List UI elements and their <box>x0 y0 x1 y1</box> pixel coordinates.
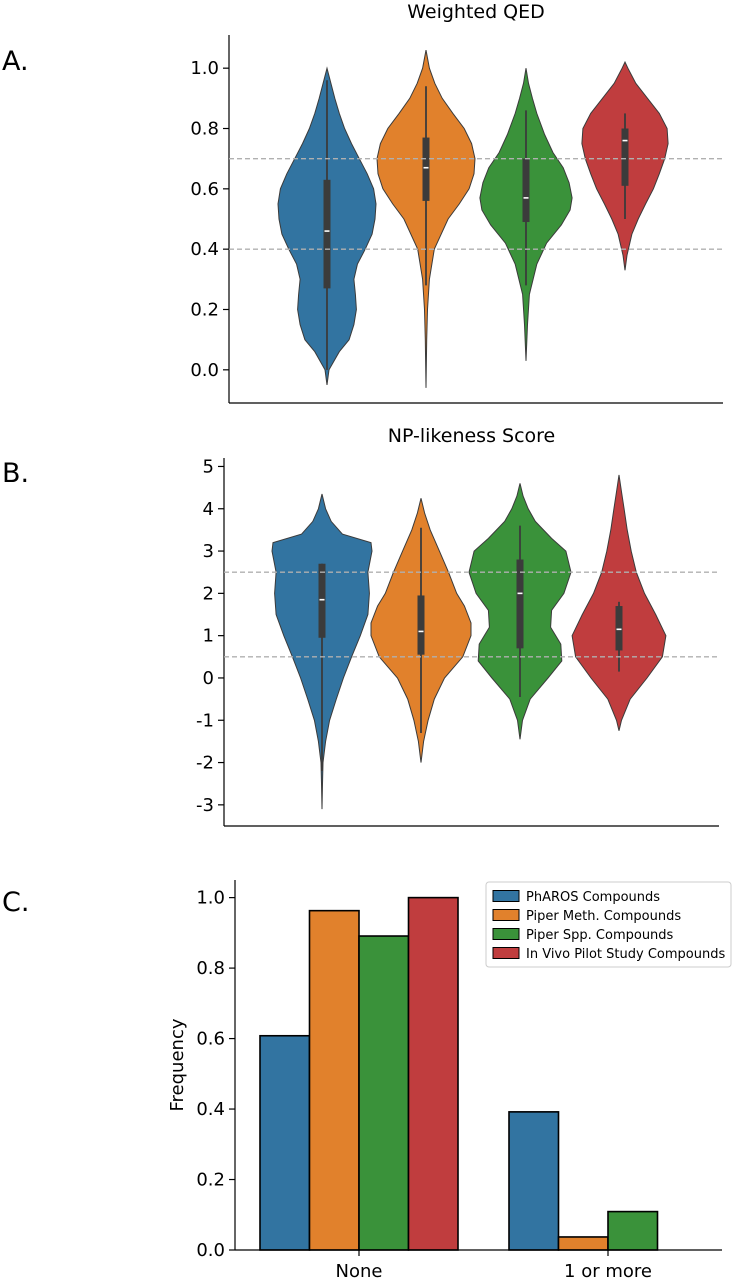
violin-box <box>621 128 629 186</box>
panel-c-bar-chart: 0.0 0.2 0.4 0.6 0.8 1.0 None 1 or more Frequency… <box>167 880 732 1280</box>
y-tick-label: 1 <box>203 626 214 647</box>
y-tick-label: 0.2 <box>190 299 219 320</box>
legend-swatch <box>492 909 520 921</box>
panel-b-violin-chart: NP-likeness Score -3 -2 -1 0 1 2 3 4 5 <box>196 425 719 827</box>
legend-entry: In Vivo Pilot Study Compounds <box>526 947 725 962</box>
y-tick-label: -3 <box>196 795 214 816</box>
violin-box <box>516 559 524 649</box>
y-tick-label: 0.0 <box>190 360 219 381</box>
bar <box>407 896 459 1251</box>
bar <box>607 1210 659 1251</box>
bar <box>308 909 360 1251</box>
legend-swatch <box>492 890 520 902</box>
bar <box>557 1236 609 1251</box>
panel-a-violin-chart: Weighted QED 0.0 0.2 0.4 0.6 0.8 1.0 <box>190 1 723 404</box>
violin-box <box>522 158 530 223</box>
panel-label-c: C. <box>2 887 30 918</box>
legend-entry: Piper Spp. Compounds <box>526 928 674 943</box>
y-tick-label: 0.2 <box>196 1170 225 1191</box>
y-tick-label: 0.4 <box>196 1099 225 1120</box>
y-tick-label: -1 <box>196 710 214 731</box>
y-axis-label: Frequency <box>167 1018 188 1111</box>
chart-title: NP-likeness Score <box>388 425 555 447</box>
bar <box>508 1111 560 1251</box>
y-tick-label: -2 <box>196 753 214 774</box>
y-tick-label: 0.6 <box>196 1029 225 1050</box>
panel-label-b: B. <box>2 458 30 489</box>
violin-box <box>318 563 326 638</box>
violin-box <box>323 179 331 289</box>
legend-swatch <box>492 947 520 959</box>
legend-entry: Piper Meth. Compounds <box>526 909 681 924</box>
y-tick-label: 5 <box>203 456 214 477</box>
panel-label-a: A. <box>2 46 29 77</box>
y-tick-label: 0.8 <box>190 119 219 140</box>
x-tick-label: 1 or more <box>564 1261 652 1280</box>
y-tick-label: 3 <box>203 541 214 562</box>
legend: PhAROS Compounds Piper Meth. Compounds Pip… <box>485 881 732 968</box>
legend-frame <box>485 881 732 968</box>
violin-box <box>417 595 425 655</box>
legend-swatch <box>492 928 520 940</box>
y-tick-label: 0 <box>203 668 214 689</box>
chart-title: Weighted QED <box>407 1 545 23</box>
y-tick-label: 1.0 <box>196 888 225 909</box>
y-tick-label: 0.4 <box>190 239 219 260</box>
legend-entry: PhAROS Compounds <box>526 890 660 905</box>
bar <box>358 935 410 1251</box>
violin-box <box>422 137 430 201</box>
y-tick-label: 0.0 <box>196 1240 225 1261</box>
y-tick-label: 0.8 <box>196 958 225 979</box>
y-tick-label: 0.6 <box>190 179 219 200</box>
x-tick-label: None <box>336 1261 383 1280</box>
bar <box>259 1034 311 1251</box>
y-tick-label: 1.0 <box>190 58 219 79</box>
y-tick-label: 2 <box>203 583 214 604</box>
y-tick-label: 4 <box>203 499 214 520</box>
violin-box <box>615 606 623 651</box>
